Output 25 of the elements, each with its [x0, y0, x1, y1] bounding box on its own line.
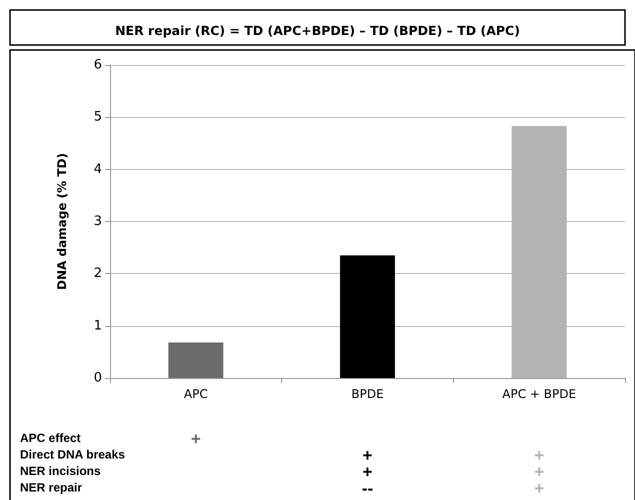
- y-tick-label: 4: [94, 162, 102, 177]
- y-tick-label: 0: [94, 370, 102, 386]
- x-tick-label: APC: [184, 387, 208, 401]
- text: --: [362, 479, 374, 498]
- chart-title: NER repair (RC) = TD (APC+BPDE) – TD (BPDE) – TD (APC): [115, 23, 520, 38]
- text: APC effect: [20, 431, 81, 445]
- y-tick-label: 6: [94, 58, 102, 72]
- y-tick-label: 2: [94, 266, 102, 282]
- x-tick-label: APC + BPDE: [502, 387, 576, 401]
- y-tick-label: 3: [94, 214, 102, 229]
- y-tick-label: 1: [94, 318, 102, 334]
- bar: [168, 342, 224, 378]
- text: +: [534, 479, 544, 498]
- y-tick-label: 5: [94, 110, 102, 125]
- text: +: [190, 430, 201, 448]
- text: NER incisions: [20, 464, 102, 478]
- text: +: [362, 446, 373, 465]
- text: Direct DNA breaks: [20, 448, 126, 462]
- x-tick-label: BPDE: [351, 387, 384, 401]
- bar: [340, 255, 395, 378]
- text: NER repair: [20, 480, 82, 494]
- y-axis-title: DNA damage (% TD): [55, 153, 69, 290]
- text: +: [534, 462, 544, 482]
- text: +: [362, 462, 373, 482]
- text: +: [534, 446, 544, 465]
